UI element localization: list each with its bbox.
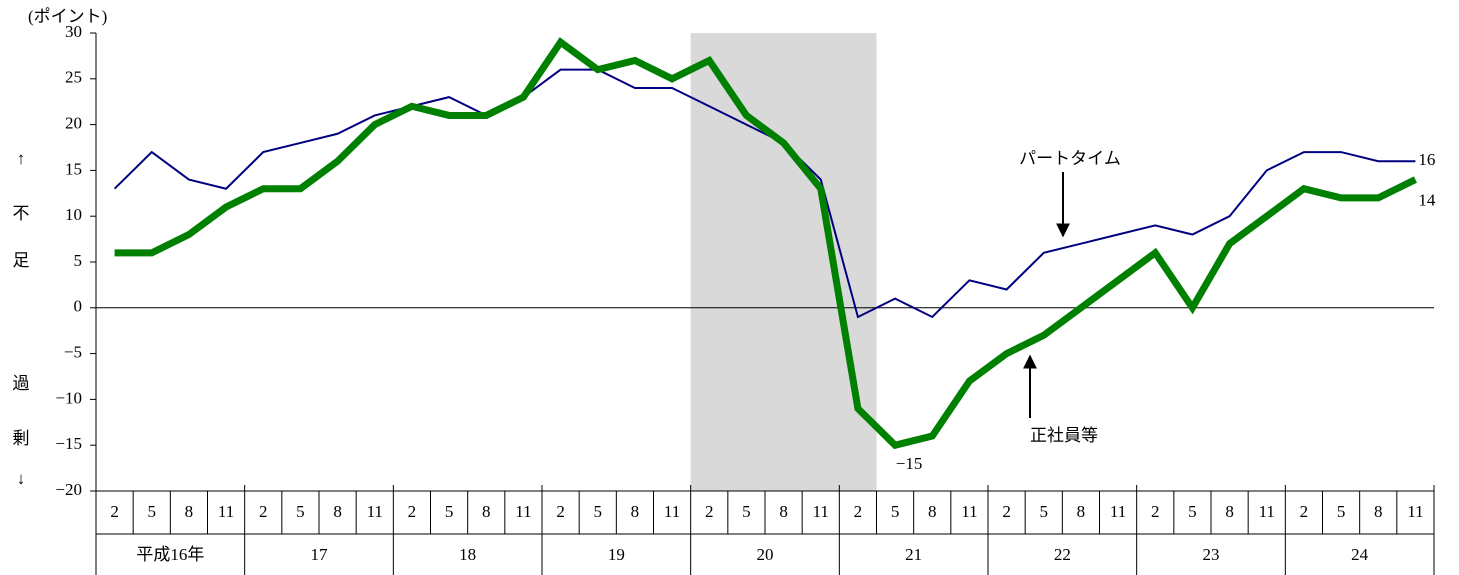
x-tick-label: 5 — [742, 502, 751, 521]
x-group-label: 18 — [459, 545, 476, 564]
x-tick-label: 11 — [1407, 502, 1423, 521]
y-tick-label: −5 — [64, 343, 82, 362]
x-tick-label: 5 — [1337, 502, 1346, 521]
series-annotation: パートタイム — [1019, 149, 1121, 168]
y-side-label: ↑ — [17, 149, 26, 168]
x-group-label: 19 — [608, 545, 625, 564]
series-line — [114, 37, 1417, 450]
x-tick-label: 5 — [891, 502, 900, 521]
x-tick-label: 2 — [1300, 502, 1309, 521]
y-tick-label: 30 — [65, 22, 82, 41]
y-tick-label: −15 — [55, 434, 82, 453]
y-side-label: 足 — [13, 251, 30, 270]
x-tick-label: 2 — [259, 502, 268, 521]
value-label: 14 — [1418, 190, 1436, 209]
x-tick-label: 8 — [333, 502, 342, 521]
x-tick-label: 11 — [961, 502, 977, 521]
x-tick-label: 5 — [594, 502, 603, 521]
series-annotation: 正社員等 — [1030, 426, 1098, 445]
y-tick-label: 5 — [74, 251, 83, 270]
x-tick-label: 8 — [1374, 502, 1383, 521]
x-tick-label: 11 — [367, 502, 383, 521]
x-tick-label: 5 — [296, 502, 305, 521]
x-tick-label: 5 — [148, 502, 157, 521]
x-tick-label: 2 — [110, 502, 119, 521]
x-tick-label: 5 — [1188, 502, 1197, 521]
y-tick-label: 0 — [74, 297, 83, 316]
x-tick-label: 5 — [445, 502, 454, 521]
x-group-label: 20 — [757, 545, 774, 564]
y-side-label: 剰 — [13, 429, 30, 448]
x-tick-label: 2 — [556, 502, 565, 521]
x-tick-label: 11 — [664, 502, 680, 521]
x-tick-label: 2 — [1151, 502, 1160, 521]
x-tick-label: 8 — [185, 502, 194, 521]
x-tick-label: 8 — [631, 502, 640, 521]
value-label: 16 — [1418, 150, 1435, 169]
x-tick-label: 2 — [705, 502, 714, 521]
y-side-label: ↓ — [17, 469, 26, 488]
y-side-label: 不 — [13, 204, 30, 223]
x-tick-label: 11 — [218, 502, 234, 521]
x-tick-label: 8 — [928, 502, 937, 521]
shaded-period — [690, 33, 877, 491]
x-group-label: 17 — [311, 545, 329, 564]
x-group-label: 22 — [1054, 545, 1071, 564]
y-tick-label: −10 — [55, 388, 82, 407]
y-tick-label: 10 — [65, 205, 82, 224]
x-group-label: 21 — [905, 545, 922, 564]
x-tick-label: 11 — [1259, 502, 1275, 521]
x-tick-label: 11 — [515, 502, 531, 521]
series-line — [113, 68, 1416, 319]
x-tick-label: 11 — [1110, 502, 1126, 521]
y-tick-label: −20 — [55, 480, 82, 499]
y-tick-label: 20 — [65, 114, 82, 133]
x-tick-label: 2 — [408, 502, 417, 521]
x-tick-label: 2 — [1002, 502, 1011, 521]
x-tick-label: 5 — [1040, 502, 1049, 521]
x-tick-label: 2 — [854, 502, 863, 521]
y-tick-label: 25 — [65, 68, 82, 87]
x-group-label: 24 — [1351, 545, 1369, 564]
x-tick-label: 8 — [779, 502, 788, 521]
x-tick-label: 8 — [1225, 502, 1234, 521]
y-side-label: 過 — [13, 374, 30, 393]
x-tick-label: 8 — [482, 502, 491, 521]
y-tick-label: 15 — [65, 159, 82, 178]
x-group-label: 平成16年 — [136, 545, 204, 564]
y-axis-label: (ポイント) — [28, 7, 107, 26]
x-tick-label: 8 — [1077, 502, 1086, 521]
x-tick-label: 11 — [813, 502, 829, 521]
value-label: −15 — [896, 454, 923, 473]
x-group-label: 23 — [1203, 545, 1220, 564]
